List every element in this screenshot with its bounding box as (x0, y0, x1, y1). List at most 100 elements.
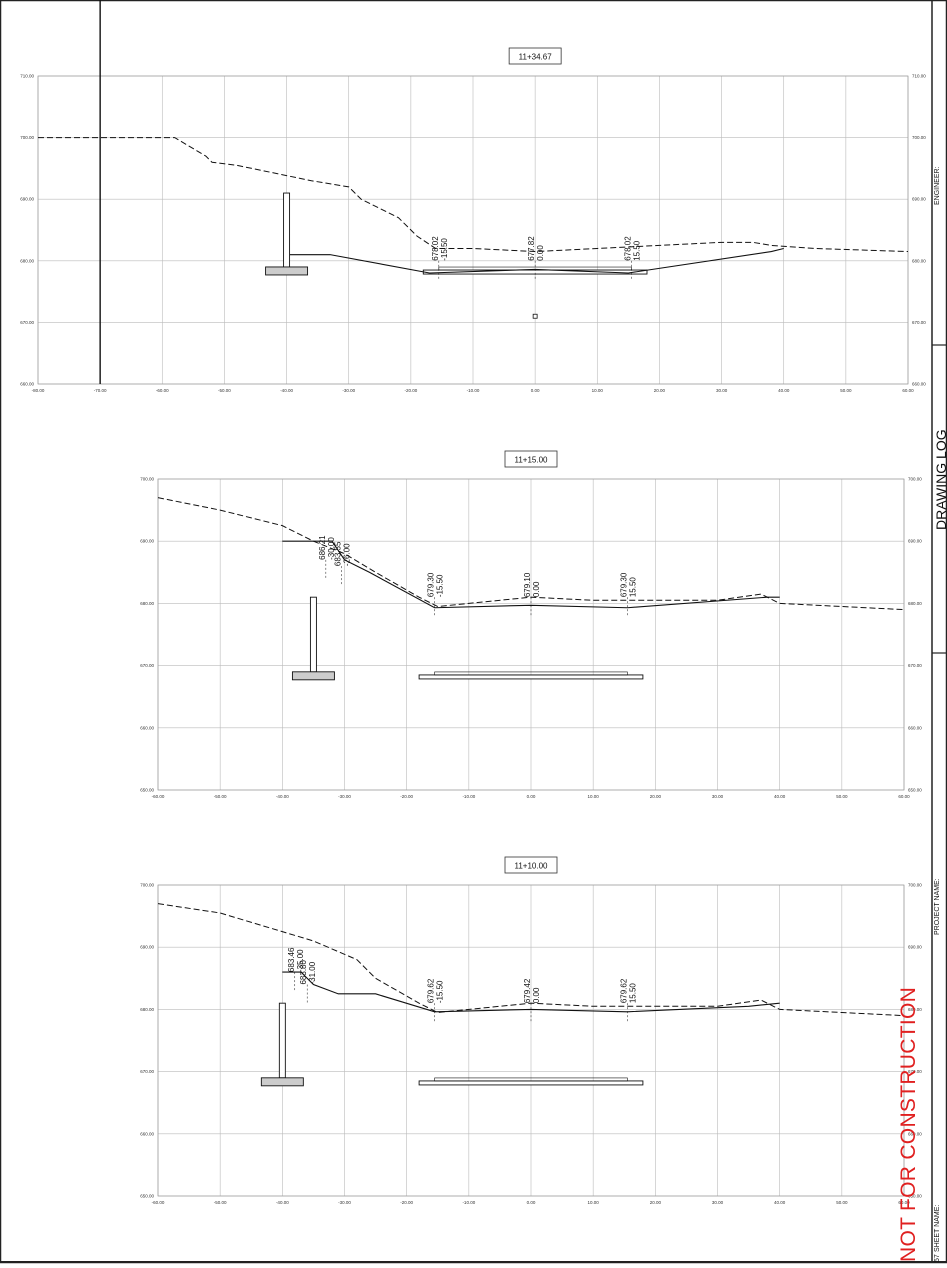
y-tick-label-right: 660.00 (908, 725, 922, 730)
y-tick-label-left: 670.00 (140, 1069, 154, 1074)
x-tick-label: 50.00 (840, 388, 852, 393)
x-tick-label: 40.00 (774, 794, 786, 799)
y-tick-label-right: 650.00 (908, 1194, 922, 1199)
x-tick-label: 10.00 (592, 388, 604, 393)
y-tick-label-right: 670.00 (908, 1069, 922, 1074)
proposed-grade-line (282, 540, 780, 609)
y-tick-label-right: 680.00 (912, 258, 926, 263)
y-tick-label-left: 670.00 (20, 320, 34, 325)
proposed-grade-line (282, 971, 780, 1013)
offset-label: 0.00 (532, 987, 541, 1003)
x-tick-label: -60.00 (152, 1200, 165, 1205)
offset-label: 15.50 (628, 983, 637, 1004)
x-tick-label: -20.00 (400, 1200, 413, 1205)
y-tick-label-left: 680.00 (140, 601, 154, 606)
offset-label: 0.00 (536, 245, 545, 261)
station-title: 11+10.00 (515, 862, 549, 871)
y-tick-label-left: 660.00 (20, 382, 34, 387)
x-tick-label: 20.00 (650, 794, 662, 799)
offset-label: 15.50 (628, 577, 637, 598)
x-tick-label: -40.00 (280, 388, 293, 393)
x-tick-label: -50.00 (214, 794, 227, 799)
pavement-course (434, 671, 628, 676)
y-tick-label-right: 690.00 (908, 539, 922, 544)
y-tick-label-left: 660.00 (140, 1131, 154, 1136)
x-tick-label: 40.00 (774, 1200, 786, 1205)
cross-section-11-10: -60.00 -50.00 -40.00 -30.00 -20.00 -10.00 0.00… (140, 856, 922, 1205)
elevation-label: 677.82 (527, 236, 536, 261)
x-tick-label: -40.00 (276, 1200, 289, 1205)
offset-label: -35.00 (296, 949, 305, 972)
drawing-log-label: DRAWING LOG (933, 429, 947, 530)
offset-label: -31.00 (308, 961, 317, 984)
x-tick-label: -20.00 (404, 388, 417, 393)
x-tick-label: 20.00 (650, 1200, 662, 1205)
x-tick-label: -30.00 (338, 794, 351, 799)
x-tick-label: -40.00 (276, 794, 289, 799)
elevation-label: 679.30 (427, 572, 436, 597)
plot-frame (157, 884, 905, 1197)
y-tick-label-left: 700.00 (140, 883, 154, 888)
y-tick-label-right: 700.00 (908, 883, 922, 888)
y-tick-label-left: 700.00 (140, 477, 154, 482)
plot-frame (157, 478, 905, 791)
y-tick-label-left: 680.00 (140, 1007, 154, 1012)
pavement-section (418, 674, 644, 680)
x-tick-label: 10.00 (588, 1200, 600, 1205)
x-tick-label: -10.00 (467, 388, 480, 393)
elevation-label: 679.30 (619, 572, 628, 597)
x-tick-label: 60.00 (898, 1200, 910, 1205)
elevation-label: 683.55 (333, 541, 342, 566)
x-tick-label: 0.00 (527, 794, 536, 799)
x-tick-label: -20.00 (400, 794, 413, 799)
x-tick-label: -60.00 (156, 388, 169, 393)
y-tick-label-left: 690.00 (140, 945, 154, 950)
x-tick-label: 10.00 (588, 794, 600, 799)
sheet-name-label: SHEET NAME: (934, 1204, 941, 1252)
x-tick-label: 30.00 (712, 1200, 724, 1205)
existing-ground-line (157, 497, 905, 611)
y-tick-label-left: 700.00 (20, 135, 34, 140)
offset-label: -15.50 (436, 574, 445, 597)
y-tick-label-right: 660.00 (908, 1131, 922, 1136)
cross-section-11-15: -60.00 -50.00 -40.00 -30.00 -20.00 -10.00 0.00… (140, 450, 922, 799)
x-tick-label: -70.00 (94, 388, 107, 393)
x-tick-label: 30.00 (712, 794, 724, 799)
x-tick-label: 40.00 (778, 388, 790, 393)
elevation-label: 686.21 (318, 535, 327, 560)
pavement-section (418, 1080, 644, 1086)
station-title-box (504, 856, 558, 874)
y-tick-label-right: 700.00 (912, 135, 926, 140)
engineer-label: ENGINEER: (934, 166, 941, 205)
cross-section-charts: -80.00 -70.00 -60.00 -50.00 -40.00 -30.00 -20.… (20, 0, 926, 1205)
elevation-label: 679.42 (523, 978, 532, 1003)
pavement-course (434, 1077, 628, 1082)
retaining-wall-footing (260, 1077, 304, 1087)
offset-label: 15.50 (632, 240, 641, 261)
offset-label: 0.00 (532, 581, 541, 597)
retaining-wall-footing (265, 266, 309, 276)
survey-point-marker (532, 313, 538, 319)
y-tick-label-left: 650.00 (140, 788, 154, 793)
offset-label: -26.00 (342, 543, 351, 566)
y-tick-label-left: 680.00 (20, 258, 34, 263)
retaining-wall-footing (291, 671, 335, 681)
x-tick-label: 50.00 (836, 1200, 848, 1205)
y-tick-label-right: 680.00 (908, 601, 922, 606)
project-name-label: PROJECT NAME: (934, 878, 941, 935)
offset-label: -15.50 (436, 980, 445, 1003)
elevation-label: 679.62 (427, 978, 436, 1003)
station-title-box (508, 47, 562, 65)
y-tick-label-left: 710.00 (20, 74, 34, 79)
offset-label: -30.00 (327, 537, 336, 560)
elevation-label: 679.10 (523, 572, 532, 597)
y-tick-label-right: 690.00 (908, 945, 922, 950)
x-tick-label: -50.00 (218, 388, 231, 393)
x-tick-label: -80.00 (32, 388, 45, 393)
x-tick-label: -30.00 (338, 1200, 351, 1205)
retaining-wall-stem (283, 192, 291, 268)
retaining-wall-stem (309, 596, 317, 673)
retaining-wall-stem (278, 1002, 286, 1079)
y-tick-label-right: 670.00 (908, 663, 922, 668)
